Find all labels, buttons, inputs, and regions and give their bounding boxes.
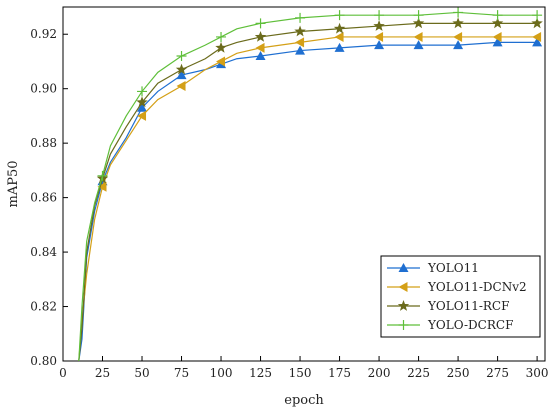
series-point bbox=[295, 45, 306, 55]
series-layer bbox=[78, 7, 543, 362]
series-point bbox=[294, 25, 306, 37]
x-axis-ticks: 0 25 50 75 100 125 150 175 200 225 250 275 300 bbox=[59, 356, 549, 380]
legend-label: YOLO11-RCF bbox=[427, 299, 509, 313]
legend-label: YOLO11 bbox=[427, 261, 479, 275]
series-point bbox=[175, 63, 188, 75]
y-tick-label: 0.92 bbox=[30, 27, 57, 41]
series-point bbox=[255, 42, 265, 53]
series-point bbox=[453, 31, 463, 42]
series-point bbox=[216, 31, 227, 42]
series-point bbox=[97, 181, 107, 192]
x-tick-label: 200 bbox=[368, 366, 391, 380]
x-tick-label: 250 bbox=[447, 366, 470, 380]
series-point bbox=[254, 30, 267, 42]
y-tick-label: 0.88 bbox=[30, 136, 57, 150]
series-point bbox=[413, 40, 424, 50]
series-point bbox=[492, 10, 503, 21]
legend-marker bbox=[398, 320, 409, 330]
y-tick-label: 0.84 bbox=[30, 245, 57, 259]
series-point bbox=[176, 80, 186, 91]
series-3 bbox=[78, 7, 543, 362]
series-point bbox=[176, 70, 187, 80]
y-tick-label: 0.82 bbox=[30, 300, 57, 314]
series-point bbox=[215, 41, 227, 53]
series-line bbox=[78, 36, 538, 362]
series-point bbox=[374, 10, 385, 21]
series-point bbox=[492, 31, 502, 42]
legend-label: YOLO-DCRCF bbox=[427, 318, 513, 332]
x-tick-label: 100 bbox=[210, 366, 233, 380]
x-tick-label: 25 bbox=[95, 366, 110, 380]
series-point bbox=[532, 37, 543, 47]
series-point bbox=[532, 10, 543, 21]
series-point bbox=[491, 17, 504, 29]
legend: YOLO11 YOLO11-DCNv2 YOLO11-RCF YOLO-DCRCF bbox=[380, 255, 541, 338]
legend-label: YOLO11-DCNv2 bbox=[427, 280, 527, 294]
x-tick-label: 150 bbox=[289, 366, 312, 380]
series-point bbox=[137, 86, 148, 97]
series-point bbox=[295, 37, 305, 48]
series-point bbox=[136, 96, 148, 108]
series-point bbox=[334, 42, 345, 52]
series-point bbox=[334, 10, 345, 21]
series-line bbox=[78, 11, 538, 362]
legend-marker bbox=[398, 282, 408, 292]
legend-marker bbox=[398, 263, 409, 272]
series-point bbox=[255, 51, 266, 61]
series-point bbox=[452, 17, 464, 29]
x-tick-label: 75 bbox=[174, 366, 189, 380]
y-tick-label: 0.86 bbox=[30, 191, 57, 205]
x-tick-label: 175 bbox=[328, 366, 351, 380]
series-point bbox=[531, 17, 543, 29]
x-axis-title: epoch bbox=[284, 393, 324, 408]
x-tick-label: 275 bbox=[486, 366, 509, 380]
series-point bbox=[413, 31, 423, 42]
series-point bbox=[97, 170, 108, 181]
x-tick-label: 0 bbox=[59, 366, 67, 380]
y-axis-title: mAP50 bbox=[6, 160, 21, 207]
series-point bbox=[453, 40, 464, 50]
y-axis-ticks: 0.80 0.82 0.84 0.86 0.88 0.90 0.92 bbox=[30, 27, 68, 368]
y-tick-label: 0.80 bbox=[30, 354, 57, 368]
x-tick-label: 225 bbox=[407, 366, 430, 380]
series-point bbox=[413, 10, 424, 21]
series-point bbox=[374, 40, 385, 50]
series-point bbox=[334, 31, 344, 42]
series-point bbox=[333, 22, 346, 34]
x-tick-label: 50 bbox=[134, 366, 149, 380]
series-point bbox=[373, 20, 385, 31]
legend-frame bbox=[380, 255, 541, 338]
series-point bbox=[532, 31, 542, 42]
series-point bbox=[374, 31, 384, 42]
series-point bbox=[255, 18, 266, 29]
series-point bbox=[412, 17, 425, 29]
series-point bbox=[216, 56, 226, 67]
series-1 bbox=[78, 31, 542, 362]
series-point bbox=[453, 7, 464, 18]
plot-area-frame bbox=[62, 6, 546, 362]
x-tick-label: 125 bbox=[249, 366, 272, 380]
series-point bbox=[295, 12, 306, 23]
series-point bbox=[137, 110, 147, 121]
series-point bbox=[492, 37, 503, 47]
series-line bbox=[78, 22, 538, 362]
y-tick-label: 0.90 bbox=[30, 82, 57, 96]
x-tick-label: 300 bbox=[526, 366, 549, 380]
series-point bbox=[176, 51, 187, 62]
series-point bbox=[137, 102, 148, 112]
legend-marker bbox=[397, 300, 410, 311]
